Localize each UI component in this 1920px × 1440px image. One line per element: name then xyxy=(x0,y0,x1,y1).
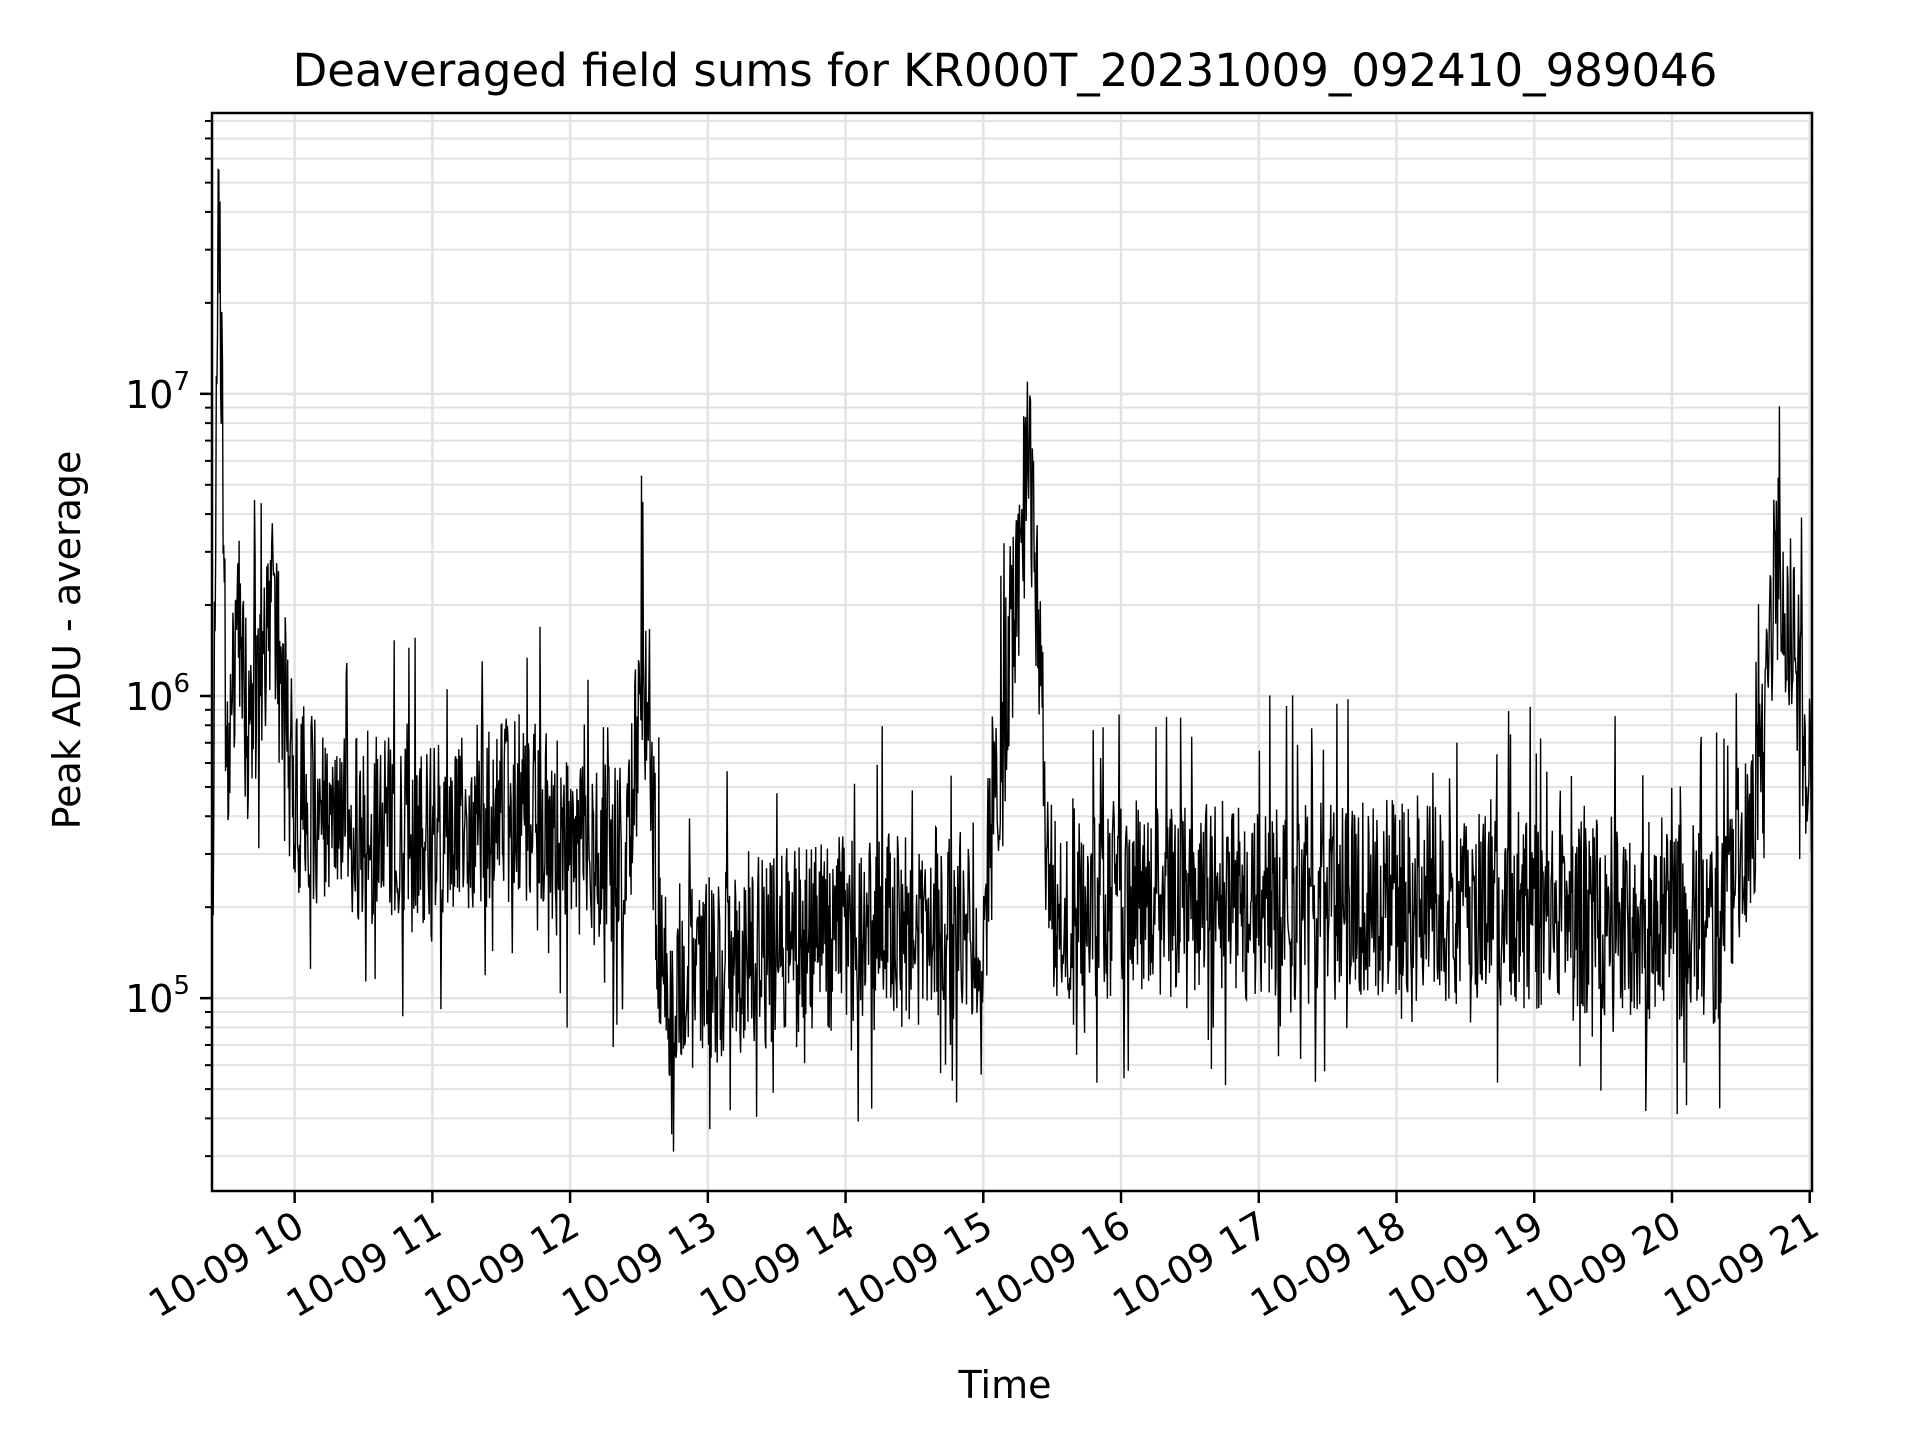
series-line xyxy=(211,168,1813,1152)
x-axis-label: Time xyxy=(958,1363,1052,1407)
y-tick-label: 106 xyxy=(125,669,190,719)
y-tick-label: 107 xyxy=(125,367,190,417)
y-tick-label: 105 xyxy=(125,971,190,1021)
grid-lines xyxy=(212,113,1812,1191)
plot-frame xyxy=(210,111,1814,1193)
y-axis-label: Peak ADU - average xyxy=(45,451,89,830)
chart-title: Deaveraged field sums for KR000T_2023100… xyxy=(293,44,1718,97)
